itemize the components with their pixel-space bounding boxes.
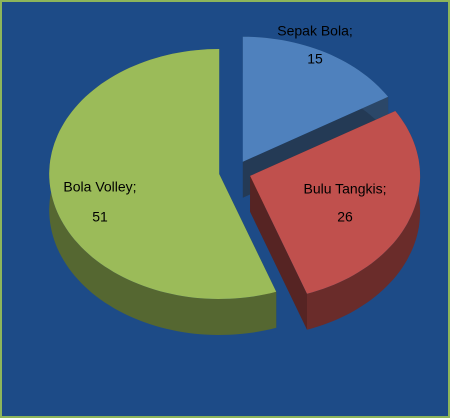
data-label-name: Bulu Tangkis;: [303, 181, 386, 197]
slice-side: [49, 49, 277, 335]
slice: [242, 36, 389, 162]
data-label-name: Sepak Bola;: [277, 23, 353, 39]
slice: [49, 49, 277, 299]
data-label-value: 26: [337, 209, 353, 225]
slice: [250, 111, 421, 294]
slice-side: [250, 175, 307, 330]
slice-side: [307, 111, 421, 330]
data-label-value: 15: [307, 51, 323, 67]
data-label-name: Bola Volley;: [63, 179, 136, 195]
data-label-value: 51: [92, 209, 108, 225]
